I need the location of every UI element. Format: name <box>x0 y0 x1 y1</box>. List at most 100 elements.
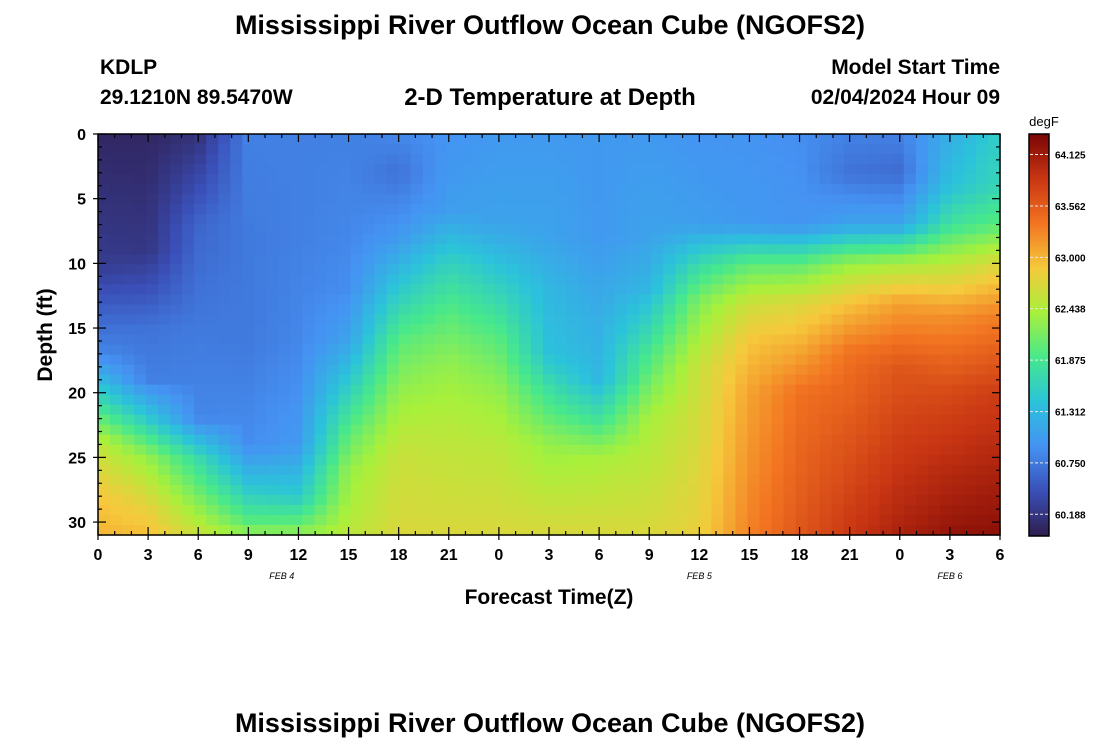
heatmap-cell <box>302 524 316 536</box>
heatmap-cell <box>951 354 965 366</box>
heatmap-cell <box>627 204 640 215</box>
heatmap-cell <box>771 154 785 165</box>
heatmap-cell <box>927 504 941 516</box>
heatmap-cell <box>386 364 400 376</box>
heatmap-cell <box>975 154 989 165</box>
heatmap-cell <box>326 254 340 265</box>
heatmap-cell <box>867 194 881 205</box>
heatmap-cell <box>458 274 472 285</box>
heatmap-cell <box>639 164 652 175</box>
heatmap-cell <box>627 374 640 386</box>
heatmap-cell <box>290 384 304 396</box>
heatmap-cell <box>759 204 773 215</box>
heatmap-cell <box>530 284 544 296</box>
heatmap-cell <box>651 264 664 275</box>
heatmap-cell <box>987 144 1001 155</box>
heatmap-cell <box>134 384 147 396</box>
heatmap-cell <box>747 234 761 245</box>
heatmap-cell <box>242 224 255 235</box>
heatmap-cell <box>254 504 267 516</box>
heatmap-cell <box>350 224 364 235</box>
heatmap-cell <box>506 154 520 165</box>
heatmap-cell <box>579 474 592 486</box>
heatmap-cell <box>699 174 712 185</box>
heatmap-cell <box>434 214 448 225</box>
heatmap-cell <box>302 194 316 205</box>
heatmap-cell <box>470 434 484 446</box>
heatmap-cell <box>158 294 171 306</box>
heatmap-cell <box>314 514 328 526</box>
heatmap-cell <box>975 354 989 366</box>
heatmap-cell <box>975 284 989 296</box>
heatmap-cell <box>555 514 568 526</box>
heatmap-cell <box>518 244 532 255</box>
heatmap-cell <box>723 354 737 366</box>
heatmap-cell <box>398 204 412 215</box>
heatmap-cell <box>422 404 436 416</box>
heatmap-cell <box>579 234 592 245</box>
heatmap-cell <box>482 484 496 496</box>
heatmap-cell <box>555 344 568 356</box>
heatmap-cell <box>735 374 749 386</box>
heatmap-cell <box>627 414 640 426</box>
heatmap-cell <box>927 194 941 205</box>
heatmap-cell <box>134 164 147 175</box>
heatmap-cell <box>963 524 977 536</box>
heatmap-cell <box>735 524 749 536</box>
heatmap-cell <box>422 334 436 346</box>
heatmap-cell <box>518 264 532 275</box>
heatmap-cell <box>591 474 604 486</box>
heatmap-cell <box>891 214 905 225</box>
heatmap-cell <box>603 314 616 326</box>
heatmap-cell <box>254 214 267 225</box>
heatmap-cell <box>783 254 797 265</box>
heatmap-cell <box>350 424 364 436</box>
heatmap-cell <box>639 224 652 235</box>
heatmap-cell <box>182 324 195 336</box>
heatmap-cell <box>591 214 604 225</box>
heatmap-cell <box>615 314 628 326</box>
heatmap-cell <box>230 364 243 376</box>
heatmap-cell <box>795 274 809 285</box>
heatmap-cell <box>819 404 833 416</box>
heatmap-cell <box>615 294 628 306</box>
heatmap-cell <box>458 414 472 426</box>
heatmap-cell <box>350 134 364 145</box>
heatmap-cell <box>627 224 640 235</box>
heatmap-cell <box>218 414 231 426</box>
heatmap-cell <box>410 394 424 406</box>
heatmap-cell <box>627 384 640 396</box>
heatmap-cell <box>542 294 556 306</box>
heatmap-cell <box>711 264 724 275</box>
heatmap-cell <box>735 354 749 366</box>
heatmap-cell <box>410 514 424 526</box>
heatmap-cell <box>927 474 941 486</box>
heatmap-cell <box>807 324 821 336</box>
heatmap-cell <box>567 154 580 165</box>
heatmap-cell <box>831 134 845 145</box>
model-start-label: Model Start Time <box>831 56 1000 79</box>
heatmap-cell <box>518 364 532 376</box>
heatmap-cell <box>831 234 845 245</box>
heatmap-cell <box>506 264 520 275</box>
heatmap-cell <box>314 144 328 155</box>
heatmap-cell <box>687 184 700 195</box>
heatmap-cell <box>723 384 737 396</box>
heatmap-cell <box>518 514 532 526</box>
heatmap-cell <box>266 434 279 446</box>
heatmap-cell <box>807 494 821 506</box>
heatmap-cell <box>783 294 797 306</box>
heatmap-cell <box>951 274 965 285</box>
heatmap-cell <box>927 154 941 165</box>
heatmap-cell <box>723 134 737 145</box>
heatmap-cell <box>410 304 424 316</box>
heatmap-cell <box>434 174 448 185</box>
heatmap-cell <box>915 524 929 536</box>
heatmap-cell <box>555 324 568 336</box>
heatmap-cell <box>434 274 448 285</box>
heatmap-cell <box>218 444 231 456</box>
heatmap-cell <box>170 484 183 496</box>
heatmap-cell <box>639 284 652 296</box>
heatmap-cell <box>386 194 400 205</box>
heatmap-cell <box>915 354 929 366</box>
